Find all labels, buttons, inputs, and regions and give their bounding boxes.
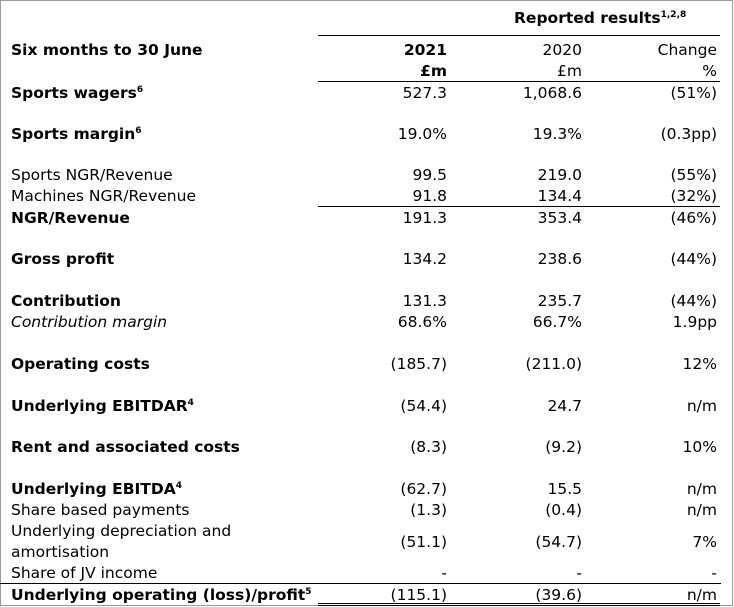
cell-change: n/m [686, 480, 717, 498]
row-label: Gross profit [11, 250, 115, 268]
cell-change: - [711, 564, 717, 582]
cell-2020: (9.2) [545, 438, 582, 456]
row-label: Share based payments [11, 501, 190, 519]
cell-2020: 353.4 [537, 209, 582, 227]
cell-change: (32%) [670, 187, 717, 205]
cell-2021: 134.2 [402, 250, 447, 268]
cell-2021: (1.3) [410, 501, 447, 519]
cell-2021: - [441, 564, 447, 582]
cell-2020: 1,068.6 [522, 84, 582, 102]
cell-change: (44%) [670, 292, 717, 310]
row-label: Share of JV income [11, 564, 158, 582]
cell-2021: 191.3 [402, 209, 447, 227]
row-label: Underlying depreciation and [11, 522, 232, 540]
reported-results-heading: Reported results1,2,8 [514, 9, 687, 27]
row-label: Operating costs [11, 355, 150, 373]
header-bottom-rule [318, 81, 720, 82]
cell-change: (44%) [670, 250, 717, 268]
cell-2021: (115.1) [390, 586, 447, 604]
cell-2021: (8.3) [410, 438, 447, 456]
cell-change: n/m [686, 586, 717, 604]
header-rule [318, 35, 720, 36]
row-label: Sports margin6 [11, 125, 142, 143]
cell-2021: 91.8 [412, 187, 447, 205]
cell-2020: 24.7 [547, 397, 582, 415]
cell-change: 7% [692, 533, 717, 551]
cell-2021: (54.4) [400, 397, 447, 415]
cell-change: (0.3pp) [660, 125, 717, 143]
cell-2020: (39.6) [535, 586, 582, 604]
cell-2021: (185.7) [390, 355, 447, 373]
cell-2020: (0.4) [545, 501, 582, 519]
cell-2021: (51.1) [400, 533, 447, 551]
cell-change: (55%) [670, 166, 717, 184]
row-label: Underlying EBITDA4 [11, 480, 182, 498]
row-label: Contribution [11, 292, 121, 310]
row-label-cont: amortisation [11, 543, 110, 561]
cell-change: 1.9pp [672, 313, 717, 331]
col-unit-2021: £m [420, 62, 447, 80]
subtotal-rule [318, 206, 720, 207]
row-label: Rent and associated costs [11, 438, 240, 456]
cell-2020: (211.0) [525, 355, 582, 373]
period-label: Six months to 30 June [11, 41, 203, 59]
col-unit-change: % [702, 62, 717, 80]
row-label: Underlying EBITDAR4 [11, 397, 194, 415]
row-label: Contribution margin [11, 313, 168, 331]
cell-2020: 235.7 [537, 292, 582, 310]
row-label: Sports wagers6 [11, 84, 144, 102]
cell-2020: 66.7% [532, 313, 582, 331]
cell-2021: 99.5 [412, 166, 447, 184]
row-label: Machines NGR/Revenue [11, 187, 196, 205]
cell-2020: 15.5 [547, 480, 582, 498]
cell-change: (46%) [670, 209, 717, 227]
col-header-2020: 2020 [542, 41, 582, 59]
row-label: Underlying operating (loss)/profit5 [11, 586, 312, 604]
total-double-rule [318, 603, 720, 606]
cell-change: 12% [682, 355, 717, 373]
col-unit-2020: £m [557, 62, 582, 80]
cell-change: n/m [686, 501, 717, 519]
cell-2020: 219.0 [537, 166, 582, 184]
cell-change: (51%) [670, 84, 717, 102]
total-top-rule [0, 583, 721, 584]
cell-2021: 19.0% [397, 125, 447, 143]
cell-2021: (62.7) [400, 480, 447, 498]
col-header-change: Change [657, 41, 717, 59]
col-header-2021: 2021 [403, 41, 447, 59]
cell-2021: 131.3 [402, 292, 447, 310]
cell-2021: 68.6% [397, 313, 447, 331]
cell-2020: 19.3% [532, 125, 582, 143]
cell-2020: - [576, 564, 582, 582]
cell-2021: 527.3 [402, 84, 447, 102]
cell-2020: 238.6 [537, 250, 582, 268]
row-label: NGR/Revenue [11, 209, 130, 227]
row-label: Sports NGR/Revenue [11, 166, 173, 184]
cell-2020: 134.4 [537, 187, 582, 205]
cell-change: n/m [686, 397, 717, 415]
cell-2020: (54.7) [535, 533, 582, 551]
cell-change: 10% [682, 438, 717, 456]
